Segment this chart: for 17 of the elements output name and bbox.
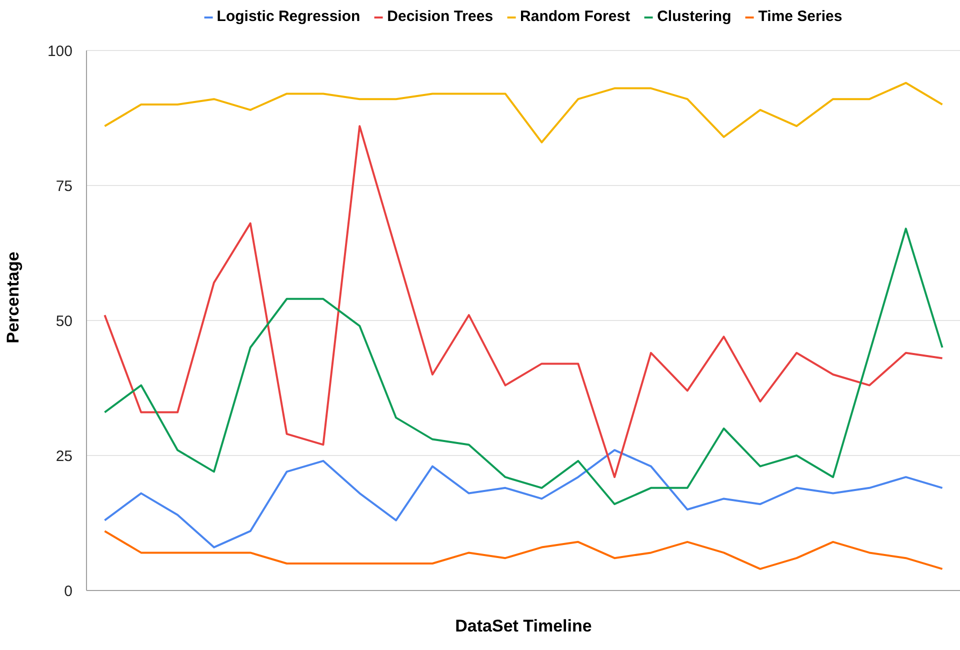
line-series <box>104 530 944 570</box>
y-axis-title: Percentage <box>3 252 22 344</box>
line-series <box>104 228 944 506</box>
legend-label: Decision Trees <box>387 8 494 25</box>
y-tick-label: 0 <box>64 583 72 600</box>
legend-label: Clustering <box>657 8 732 25</box>
line-series <box>104 125 944 478</box>
legend-label: Logistic Regression <box>216 8 360 25</box>
legend-label: Random Forest <box>520 8 630 25</box>
line-series <box>104 82 944 144</box>
x-axis-title: DataSet Timeline <box>455 616 592 636</box>
legend-label: Time Series <box>758 8 842 25</box>
y-tick-label: 75 <box>56 178 73 195</box>
y-tick-label: 25 <box>56 448 73 465</box>
y-tick-label: 50 <box>56 313 73 330</box>
y-tick-label: 100 <box>47 43 73 60</box>
line-series <box>104 449 944 548</box>
